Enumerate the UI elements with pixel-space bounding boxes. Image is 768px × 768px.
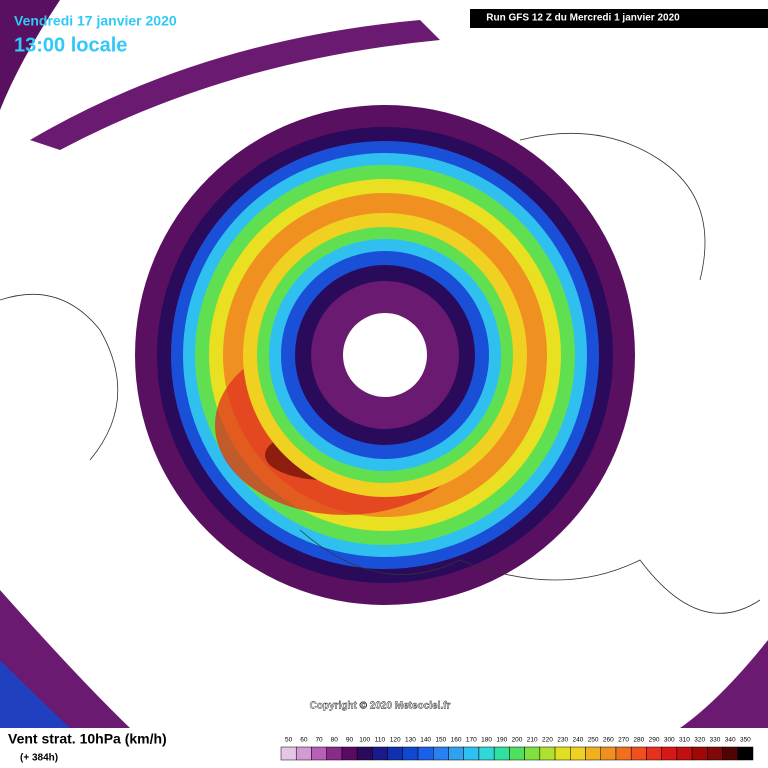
legend-swatch: [387, 746, 404, 761]
legend-label: 190: [496, 737, 507, 744]
time: 13:00 locale: [14, 34, 127, 56]
legend-swatch: [691, 746, 708, 761]
legend-label: 90: [346, 737, 354, 744]
legend-swatch: [356, 746, 373, 761]
legend-label: 280: [633, 737, 644, 744]
copyright: Copyright © 2020 Meteociel.fr: [310, 701, 451, 712]
footer-lead: (+ 384h): [20, 753, 58, 764]
legend-label: 140: [420, 737, 431, 744]
legend-label: 160: [451, 737, 462, 744]
legend-swatch: [737, 746, 754, 761]
legend-swatch: [295, 746, 312, 761]
band-field: [30, 20, 440, 150]
legend-swatch: [478, 746, 495, 761]
legend-swatch: [402, 746, 419, 761]
legend-label: 110: [375, 737, 386, 744]
legend-label: 320: [694, 737, 705, 744]
vortex: [135, 105, 635, 605]
legend-label: 100: [359, 737, 370, 744]
date: Vendredi 17 janvier 2020: [14, 13, 177, 29]
legend-swatch: [417, 746, 434, 761]
legend-swatch: [463, 746, 480, 761]
legend-swatch: [524, 746, 541, 761]
coastlines: [0, 132, 761, 614]
legend-label: 120: [390, 737, 401, 744]
legend-swatch: [722, 746, 739, 761]
legend-label: 150: [435, 737, 446, 744]
legend-label: 330: [710, 737, 721, 744]
legend-swatch: [661, 746, 678, 761]
legend-label: 340: [725, 737, 736, 744]
run-box: [470, 9, 768, 28]
map: [0, 0, 768, 728]
footer-title: Vent strat. 10hPa (km/h): [8, 731, 167, 747]
legend-swatch: [280, 746, 297, 761]
legend-swatch: [509, 746, 525, 761]
legend-swatch: [615, 746, 632, 761]
legend-swatch: [676, 746, 693, 761]
legend-swatch: [448, 746, 464, 761]
run-info: Run GFS 12 Z du Mercredi 1 janvier 2020: [486, 13, 680, 24]
legend-label: 80: [331, 737, 339, 744]
legend-label: 50: [285, 737, 293, 744]
legend-swatch: [707, 746, 723, 761]
legend-swatch: [326, 746, 343, 761]
corner-field: [680, 640, 768, 728]
legend-label: 250: [588, 737, 599, 744]
legend-label: 310: [679, 737, 690, 744]
legend-label: 210: [527, 737, 538, 744]
corner-field: [0, 0, 60, 110]
legend-label: 290: [649, 737, 660, 744]
legend-swatch: [341, 746, 358, 761]
legend-label: 260: [603, 737, 614, 744]
legend-label: 270: [618, 737, 629, 744]
legend-label: 300: [664, 737, 675, 744]
legend-label: 230: [557, 737, 568, 744]
legend-label: 200: [512, 737, 523, 744]
legend-label: 220: [542, 737, 553, 744]
legend-label: 60: [300, 737, 308, 744]
legend-swatch: [311, 746, 327, 761]
legend-swatch: [646, 746, 662, 761]
legend-label: 240: [572, 737, 583, 744]
legend-swatch: [570, 746, 586, 761]
legend-label: 180: [481, 737, 492, 744]
legend-label: 350: [740, 737, 751, 744]
legend-swatch: [600, 746, 617, 761]
legend: 50 60 70 80 90 100 110 120 130 140 150 160 170 180 190…: [280, 737, 754, 761]
legend-label: 170: [466, 737, 477, 744]
legend-label: 70: [315, 737, 323, 744]
legend-label: 130: [405, 737, 416, 744]
corner-field: [0, 660, 70, 728]
legend-swatch: [372, 746, 388, 761]
legend-swatch: [585, 746, 601, 761]
legend-swatch: [539, 746, 556, 761]
legend-swatch: [493, 746, 510, 761]
legend-swatch: [630, 746, 647, 761]
legend-swatch: [433, 746, 449, 761]
legend-swatch: [554, 746, 571, 761]
